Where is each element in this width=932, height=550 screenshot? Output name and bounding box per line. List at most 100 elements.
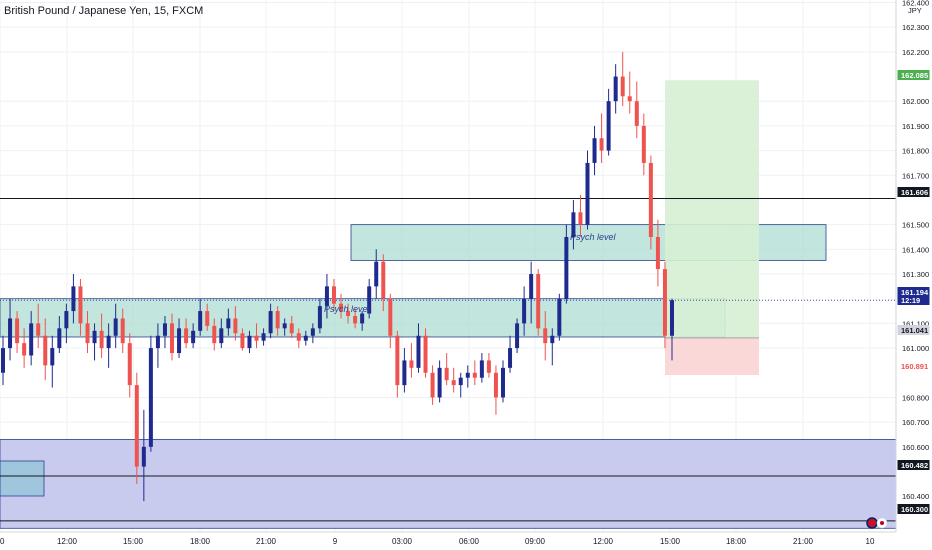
candle-body xyxy=(282,323,287,329)
price-tick-label: 160.700 xyxy=(902,418,929,427)
candle-body xyxy=(564,236,569,299)
price-tag: 160.300 xyxy=(897,504,930,514)
price-tick-label: 161.900 xyxy=(902,122,929,131)
candle xyxy=(1,335,5,386)
gb-flag-icon xyxy=(866,517,878,529)
price-tick-label: 160.600 xyxy=(902,443,929,452)
candle-body xyxy=(472,372,477,378)
price-tick-label: 161.500 xyxy=(902,221,929,230)
candle xyxy=(205,303,210,331)
candle-body xyxy=(289,323,294,334)
candle-body xyxy=(465,372,470,378)
candle-body xyxy=(550,335,555,344)
candle-body xyxy=(261,333,266,341)
candle xyxy=(508,335,513,373)
time-tick-label: 00 xyxy=(0,537,5,546)
candle-body xyxy=(479,360,484,378)
candle-body xyxy=(339,303,344,312)
candle-body xyxy=(148,348,153,447)
price-tick-label: 162.200 xyxy=(902,48,929,57)
candle-body xyxy=(1,348,5,373)
candle xyxy=(8,298,13,361)
candle xyxy=(296,328,301,349)
candle-body xyxy=(127,343,132,386)
candle xyxy=(606,88,611,156)
time-tick-label: 18:00 xyxy=(190,537,211,546)
candle xyxy=(500,360,505,403)
price-tag-label: 160.300 xyxy=(901,505,928,514)
candle xyxy=(29,311,34,366)
candle-body xyxy=(381,261,386,299)
candle-body xyxy=(458,377,463,386)
price-tick-label: 161.100 xyxy=(902,319,929,328)
candle-body xyxy=(536,274,541,329)
candle-body xyxy=(451,380,456,386)
candle-body xyxy=(191,330,196,344)
price-tag-label: 12:19 xyxy=(901,296,920,305)
price-tick-label: 162.400 xyxy=(902,0,929,7)
candle-body xyxy=(78,286,83,324)
time-tick-label: 12:00 xyxy=(57,537,78,546)
candle xyxy=(254,323,259,349)
candle xyxy=(155,323,160,368)
price-tag-bg xyxy=(897,70,930,80)
candle xyxy=(78,278,83,336)
candle xyxy=(106,323,111,368)
candle xyxy=(585,150,590,230)
candle xyxy=(22,328,27,368)
price-tick-label: 162.300 xyxy=(902,23,929,32)
candle xyxy=(198,298,203,336)
candle-body xyxy=(557,298,562,336)
candle xyxy=(324,274,329,319)
time-tick-label: 15:00 xyxy=(123,537,144,546)
candle xyxy=(275,306,280,336)
candle xyxy=(191,323,196,349)
candle-body xyxy=(486,360,491,373)
candle xyxy=(374,249,379,299)
candle xyxy=(15,311,20,354)
candle-body xyxy=(170,323,175,354)
candle xyxy=(162,315,167,349)
candle xyxy=(64,303,69,344)
candle-body xyxy=(15,318,20,344)
candle-body xyxy=(444,367,449,381)
candle xyxy=(113,303,118,349)
candle-body xyxy=(641,125,646,163)
price-tag-bg xyxy=(897,460,930,470)
candle xyxy=(303,330,308,346)
price-tick-label: 161.700 xyxy=(902,171,929,180)
candle-body xyxy=(198,311,203,331)
price-tag-bg xyxy=(897,295,930,305)
candle-body xyxy=(543,328,548,344)
zone-label: Psych level xyxy=(570,232,617,242)
demand-subzone xyxy=(0,460,45,497)
candle xyxy=(522,286,527,336)
candle-body xyxy=(508,348,513,368)
candle xyxy=(388,293,393,349)
price-tag-bg xyxy=(897,187,930,197)
price-tag-label: 162.085 xyxy=(901,71,928,80)
candle-body xyxy=(141,446,146,467)
candle xyxy=(465,365,470,388)
candle xyxy=(141,409,146,502)
price-tick-label: 160.400 xyxy=(902,492,929,501)
candle-body xyxy=(648,162,653,237)
candle xyxy=(564,224,569,304)
candle xyxy=(493,365,498,415)
candle xyxy=(170,313,175,361)
candle-body xyxy=(606,101,611,151)
candle-body xyxy=(423,335,428,373)
candle xyxy=(557,293,562,341)
candle-body xyxy=(367,286,372,314)
candle-body xyxy=(64,311,69,329)
candle-body xyxy=(634,101,639,126)
chart-title: British Pound / Japanese Yen, 15, FXCM xyxy=(4,5,204,17)
candle xyxy=(571,199,576,250)
candle-body xyxy=(113,318,118,336)
candle xyxy=(381,254,386,312)
candle-body xyxy=(85,323,90,344)
candle-body xyxy=(120,318,125,344)
candle xyxy=(92,323,97,361)
candle xyxy=(233,306,238,341)
